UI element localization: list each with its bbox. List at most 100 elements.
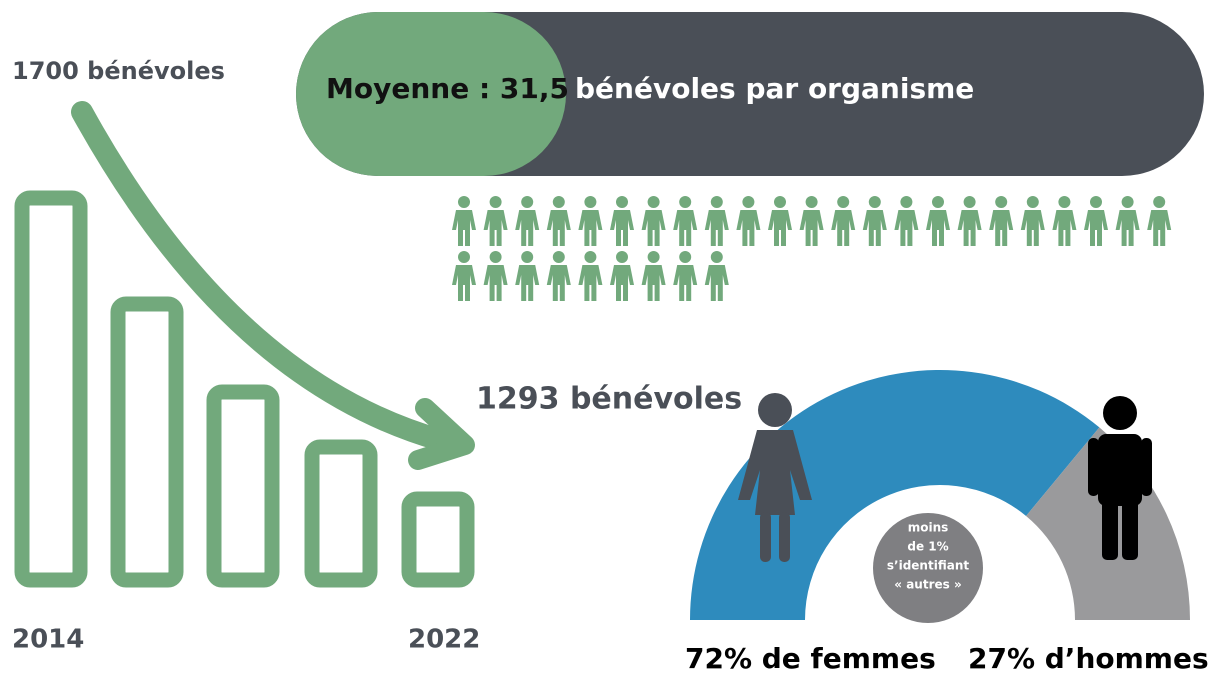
person-body [862, 210, 887, 246]
person-icon [894, 196, 919, 246]
person-body [641, 210, 666, 246]
person-body [1115, 210, 1140, 246]
person-body [957, 210, 982, 246]
person-head [679, 251, 692, 263]
bar-outline [304, 439, 378, 588]
person-icon [610, 196, 634, 246]
person-body [673, 210, 698, 246]
average-label: Moyenne : 31,5 [326, 72, 569, 105]
average-pill-green [296, 12, 566, 176]
person-body [546, 210, 571, 246]
person-icon [957, 196, 982, 246]
person-head [900, 196, 913, 208]
person-body [578, 210, 603, 246]
person-head [837, 196, 850, 208]
person-icon [704, 196, 729, 246]
person-icon [515, 196, 540, 246]
person-icon [799, 196, 824, 246]
person-body [831, 210, 856, 246]
person-head [710, 251, 723, 263]
arrow-head [408, 398, 475, 470]
person-body [736, 210, 761, 246]
person-body [704, 265, 729, 301]
person-icon [1052, 196, 1077, 246]
person-head [647, 196, 660, 208]
person-body [452, 265, 476, 301]
person-head [521, 251, 534, 263]
bar-outline [14, 190, 88, 588]
person-body [1020, 210, 1045, 246]
end-year: 2022 [408, 625, 480, 655]
person-icon [483, 196, 508, 246]
person-body [483, 210, 508, 246]
person-body [1084, 210, 1108, 246]
person-icon [704, 251, 729, 301]
other-line: moins [908, 521, 949, 535]
person-head [521, 196, 534, 208]
person-body [610, 210, 634, 246]
person-head [1121, 196, 1134, 208]
person-icon [926, 196, 950, 246]
man-icon [1088, 396, 1152, 560]
person-head [616, 251, 628, 263]
person-body [894, 210, 919, 246]
person-head [458, 251, 470, 263]
person-icon [578, 196, 603, 246]
person-body [673, 265, 698, 301]
bar-outline [206, 384, 280, 588]
person-icon [768, 196, 792, 246]
person-icon [831, 196, 856, 246]
person-body [515, 265, 540, 301]
person-body [641, 265, 666, 301]
person-body [452, 210, 476, 246]
person-head [489, 251, 502, 263]
person-head [1090, 196, 1102, 208]
person-head [552, 196, 565, 208]
woman-icon [738, 393, 812, 562]
people-icons [452, 196, 1172, 301]
person-body [1052, 210, 1077, 246]
person-icon [1084, 196, 1108, 246]
other-line: « autres » [894, 578, 961, 592]
person-icon [515, 251, 540, 301]
person-icon [641, 196, 666, 246]
men-label: 27% d’hommes [968, 642, 1209, 673]
person-body [799, 210, 824, 246]
person-icon [989, 196, 1014, 246]
person-icon [1147, 196, 1172, 246]
person-icon [546, 251, 571, 301]
person-head [742, 196, 755, 208]
person-icon [1020, 196, 1045, 246]
person-icon [862, 196, 887, 246]
bar-outline [401, 491, 475, 588]
other-line: de 1% [907, 540, 948, 554]
person-icon [546, 196, 571, 246]
women-label: 72% de femmes [685, 642, 936, 673]
bars [14, 190, 475, 588]
person-head [1058, 196, 1071, 208]
person-head [1026, 196, 1039, 208]
person-body [1147, 210, 1172, 246]
person-head [995, 196, 1008, 208]
person-head [552, 251, 565, 263]
person-head [458, 196, 470, 208]
person-icon [452, 251, 476, 301]
person-body [704, 210, 729, 246]
bar-outline [110, 296, 184, 588]
person-body [483, 265, 508, 301]
average-text: bénévoles par organisme [575, 72, 974, 105]
person-head [584, 251, 597, 263]
person-body [546, 265, 571, 301]
other-text: moins de 1% s’identifiant « autres » [887, 521, 969, 592]
person-icon [736, 196, 761, 246]
other-circle [873, 513, 983, 623]
other-line: s’identifiant [887, 559, 969, 573]
person-body [989, 210, 1014, 246]
person-head [489, 196, 502, 208]
person-head [774, 196, 786, 208]
person-head [868, 196, 881, 208]
person-head [710, 196, 723, 208]
person-icon [578, 251, 603, 301]
person-body [768, 210, 792, 246]
person-icon [452, 196, 476, 246]
